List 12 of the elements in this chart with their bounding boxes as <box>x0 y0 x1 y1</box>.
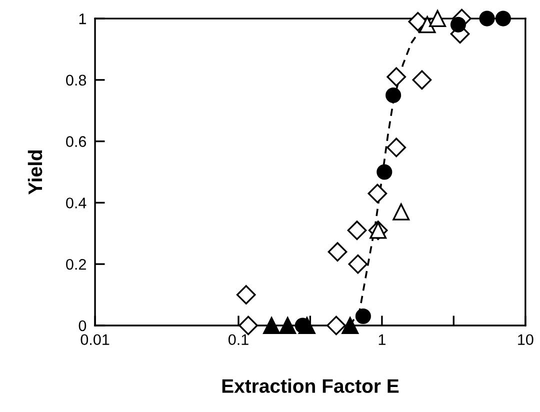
x-tick-label: 0.01 <box>80 334 110 346</box>
y-tick-label: 0.6 <box>66 136 86 147</box>
y-tick-label: 0.4 <box>66 198 86 208</box>
y-tick-label: 0.2 <box>66 258 86 270</box>
x-tick-label: 10 <box>518 334 534 346</box>
y-tick-label: 0 <box>78 320 86 332</box>
y-axis-title: Yield <box>28 150 42 195</box>
y-tick-label: 1 <box>79 14 86 24</box>
x-tick-label: 1 <box>378 334 386 345</box>
x-tick-label: 0.1 <box>228 334 248 346</box>
x-axis-title: Extraction Factor E <box>222 378 399 393</box>
y-tick-label: 0.8 <box>66 74 86 86</box>
